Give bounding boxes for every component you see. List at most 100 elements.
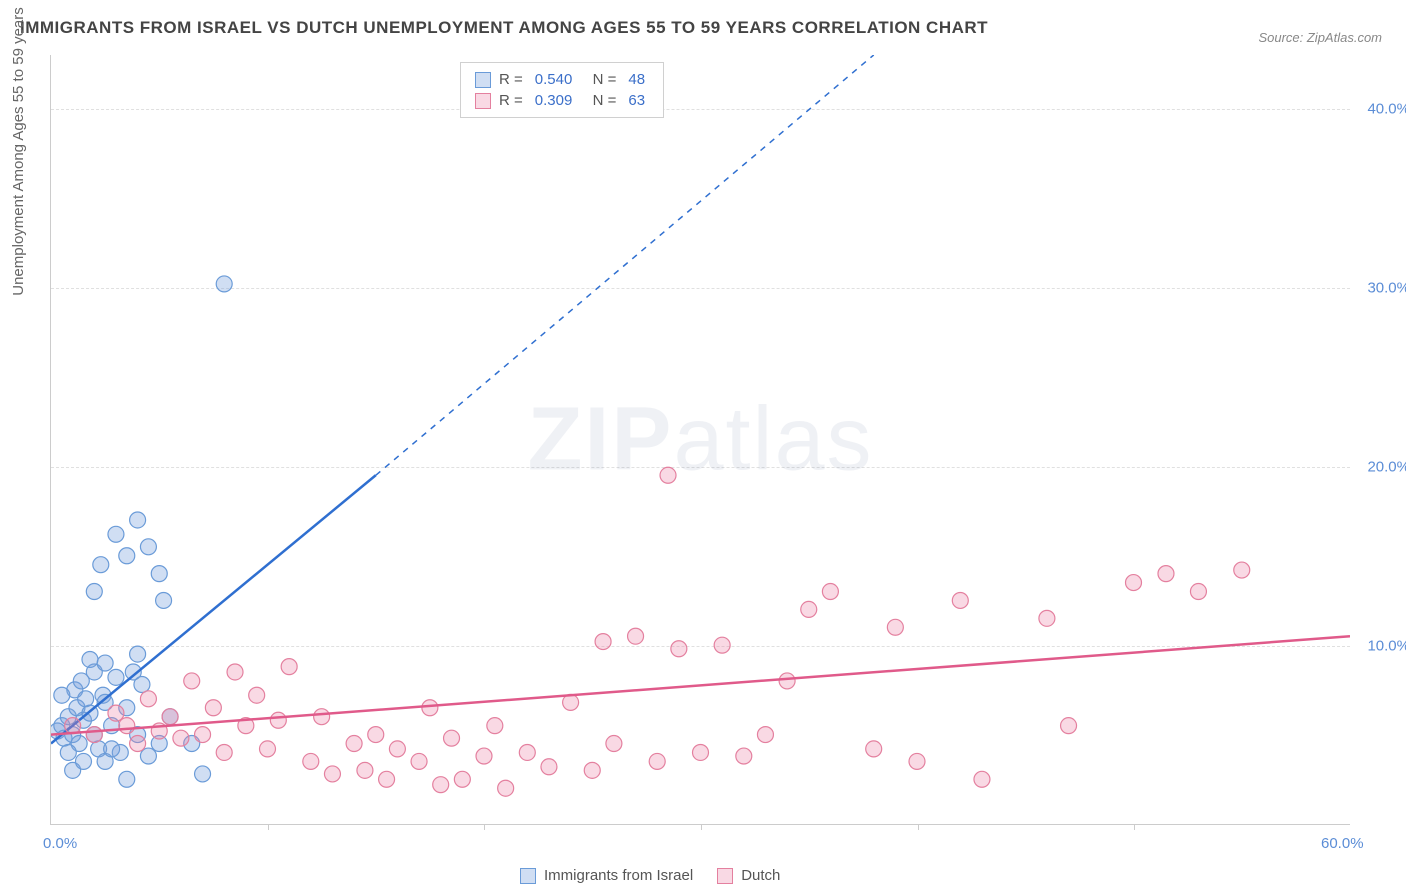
scatter-point <box>54 687 70 703</box>
scatter-point <box>454 771 470 787</box>
scatter-point <box>86 584 102 600</box>
legend-correlation-row: R =0.540 N =48 <box>475 69 649 90</box>
plot-area: ZIPatlas 10.0%20.0%30.0%40.0%0.0%60.0% <box>50 55 1350 825</box>
scatter-point <box>75 753 91 769</box>
scatter-point <box>1234 562 1250 578</box>
scatter-point <box>541 759 557 775</box>
scatter-point <box>606 736 622 752</box>
scatter-point <box>379 771 395 787</box>
scatter-point <box>140 691 156 707</box>
scatter-point <box>162 709 178 725</box>
legend-swatch <box>717 868 733 884</box>
legend-series-label: Immigrants from Israel <box>544 867 693 884</box>
x-tick-mark <box>1134 824 1135 830</box>
scatter-point <box>119 548 135 564</box>
trend-line-extrapolated <box>376 55 874 475</box>
scatter-point <box>65 718 81 734</box>
scatter-point <box>205 700 221 716</box>
scatter-point <box>104 741 120 757</box>
legend-r-value: 0.309 <box>535 92 573 109</box>
scatter-point <box>822 584 838 600</box>
scatter-point <box>249 687 265 703</box>
legend-swatch <box>475 93 491 109</box>
scatter-point <box>974 771 990 787</box>
series-legend: Immigrants from Israel Dutch <box>520 867 780 884</box>
legend-n-label: N = <box>584 71 616 88</box>
scatter-point <box>216 744 232 760</box>
scatter-point <box>368 727 384 743</box>
legend-swatch <box>520 868 536 884</box>
scatter-point <box>1039 610 1055 626</box>
scatter-point <box>216 276 232 292</box>
y-tick-label: 40.0% <box>1367 100 1406 117</box>
scatter-point <box>595 634 611 650</box>
scatter-point <box>952 592 968 608</box>
scatter-point <box>130 736 146 752</box>
scatter-point <box>433 777 449 793</box>
scatter-point <box>779 673 795 689</box>
legend-n-value: 63 <box>628 92 645 109</box>
scatter-point <box>108 669 124 685</box>
scatter-point <box>119 718 135 734</box>
scatter-point <box>130 512 146 528</box>
legend-series-label: Dutch <box>741 867 780 884</box>
scatter-point <box>498 780 514 796</box>
scatter-point <box>519 744 535 760</box>
y-tick-label: 30.0% <box>1367 279 1406 296</box>
scatter-point <box>649 753 665 769</box>
scatter-point <box>671 641 687 657</box>
scatter-point <box>887 619 903 635</box>
scatter-point <box>1158 566 1174 582</box>
scatter-point <box>260 741 276 757</box>
scatter-point <box>108 705 124 721</box>
chart-svg <box>51 55 1350 824</box>
scatter-point <box>324 766 340 782</box>
scatter-point <box>660 467 676 483</box>
scatter-point <box>184 673 200 689</box>
y-axis-label: Unemployment Among Ages 55 to 59 years <box>10 7 27 296</box>
x-tick-mark <box>918 824 919 830</box>
scatter-point <box>303 753 319 769</box>
scatter-point <box>130 646 146 662</box>
trend-line <box>51 636 1350 734</box>
y-tick-label: 20.0% <box>1367 458 1406 475</box>
scatter-point <box>173 730 189 746</box>
legend-series-item: Immigrants from Israel <box>520 867 693 884</box>
chart-title: IMMIGRANTS FROM ISRAEL VS DUTCH UNEMPLOY… <box>20 18 988 38</box>
scatter-point <box>357 762 373 778</box>
legend-n-label: N = <box>584 92 616 109</box>
correlation-legend: R =0.540 N =48R =0.309 N =63 <box>460 62 664 118</box>
scatter-point <box>86 727 102 743</box>
x-tick-mark <box>701 824 702 830</box>
scatter-point <box>82 651 98 667</box>
scatter-point <box>801 601 817 617</box>
legend-r-label: R = <box>499 71 523 88</box>
scatter-point <box>411 753 427 769</box>
scatter-point <box>628 628 644 644</box>
legend-swatch <box>475 72 491 88</box>
x-tick-mark <box>484 824 485 830</box>
scatter-point <box>1126 575 1142 591</box>
scatter-point <box>314 709 330 725</box>
scatter-point <box>487 718 503 734</box>
scatter-point <box>909 753 925 769</box>
legend-series-item: Dutch <box>717 867 780 884</box>
scatter-point <box>108 526 124 542</box>
scatter-point <box>714 637 730 653</box>
scatter-point <box>1061 718 1077 734</box>
scatter-point <box>195 727 211 743</box>
scatter-point <box>97 655 113 671</box>
scatter-point <box>444 730 460 746</box>
x-tick-mark <box>268 824 269 830</box>
scatter-point <box>346 736 362 752</box>
legend-n-value: 48 <box>628 71 645 88</box>
scatter-point <box>476 748 492 764</box>
scatter-point <box>693 744 709 760</box>
scatter-point <box>281 659 297 675</box>
source-attribution: Source: ZipAtlas.com <box>1258 30 1382 45</box>
scatter-point <box>60 744 76 760</box>
y-tick-label: 10.0% <box>1367 637 1406 654</box>
x-tick-label: 0.0% <box>43 835 77 852</box>
scatter-point <box>78 691 94 707</box>
scatter-point <box>422 700 438 716</box>
